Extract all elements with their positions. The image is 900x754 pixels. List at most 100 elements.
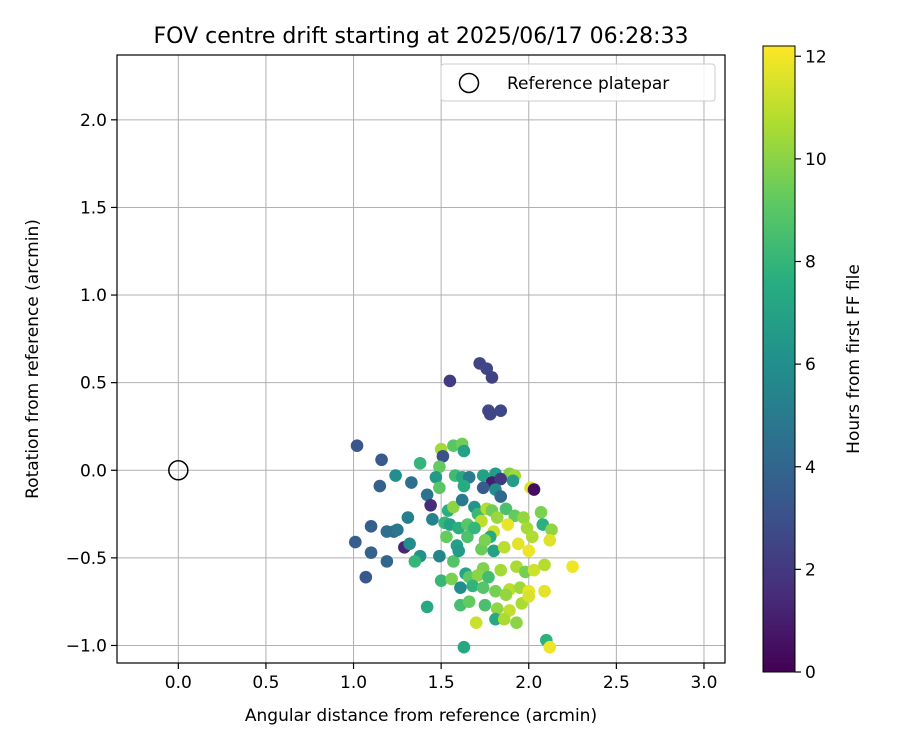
legend-reference-marker — [458, 72, 480, 94]
data-point — [476, 481, 490, 495]
data-point — [468, 521, 481, 535]
data-point — [511, 537, 525, 551]
data-point — [494, 490, 508, 503]
data-point — [489, 584, 502, 598]
data-point — [457, 479, 471, 493]
x-tick-label: 0.0 — [165, 673, 192, 693]
x-tick-label: 1.0 — [340, 673, 367, 693]
data-point — [482, 570, 495, 584]
data-point — [433, 549, 446, 563]
data-point — [420, 600, 434, 614]
y-tick-label: 2.0 — [80, 111, 107, 131]
y-tick-label: 0.0 — [80, 461, 107, 481]
data-point — [517, 511, 530, 524]
data-point — [426, 513, 439, 526]
y-tick-label: 0.5 — [80, 374, 107, 394]
colorbar-ticks: 0 2 4 6 8 10 12 — [795, 47, 827, 683]
data-point — [538, 558, 551, 572]
data-point — [471, 569, 485, 582]
colorbar-tick-label: 0 — [805, 663, 816, 683]
data-point — [403, 537, 416, 551]
data-point — [494, 472, 508, 486]
data-point — [454, 581, 467, 594]
data-point — [380, 525, 394, 538]
y-ticks: −1.0 −0.5 0.0 0.5 1.0 1.5 2.0 — [66, 111, 117, 656]
x-ticks: 0.0 0.5 1.0 1.5 2.0 2.5 3.0 — [165, 663, 717, 693]
data-point — [478, 534, 492, 547]
data-point — [364, 520, 378, 533]
data-point — [457, 444, 471, 458]
y-tick-label: −0.5 — [66, 549, 107, 569]
data-point — [494, 404, 508, 417]
x-tick-label: 2.0 — [515, 673, 542, 693]
colorbar: 0 2 4 6 8 10 12 Hours from first FF file — [762, 45, 864, 683]
data-point — [375, 453, 388, 467]
data-point — [405, 476, 418, 489]
colorbar-label: Hours from first FF file — [844, 264, 864, 454]
data-point — [499, 502, 513, 516]
data-point — [506, 474, 520, 488]
data-point — [391, 523, 404, 537]
data-point — [538, 584, 551, 598]
data-point — [413, 456, 427, 470]
data-point — [476, 581, 490, 594]
data-point — [452, 544, 465, 558]
x-axis-label: Angular distance from reference (arcmin) — [245, 706, 597, 726]
legend-entry-reference-platepar: Reference platepar — [507, 74, 669, 94]
data-point — [455, 493, 469, 507]
data-point — [420, 488, 434, 502]
data-point — [487, 544, 501, 558]
data-point — [445, 572, 458, 586]
data-point — [424, 499, 437, 512]
data-point — [522, 590, 536, 603]
data-point — [510, 616, 523, 630]
data-point — [364, 546, 378, 559]
y-tick-label: −1.0 — [66, 636, 107, 656]
data-point — [566, 560, 579, 573]
data-point — [543, 534, 557, 547]
data-point — [483, 407, 497, 421]
data-point — [440, 530, 453, 544]
x-tick-label: 0.5 — [252, 673, 279, 693]
colorbar-gradient — [762, 45, 796, 673]
colorbar-tick-label: 8 — [805, 253, 816, 273]
colorbar-tick-label: 2 — [805, 560, 816, 580]
data-point — [380, 555, 394, 568]
data-point — [489, 612, 502, 626]
data-point — [389, 469, 402, 482]
y-axis-label: Rotation from reference (arcmin) — [23, 219, 43, 499]
data-point — [501, 518, 515, 531]
data-point — [443, 374, 457, 388]
grid-lines — [117, 55, 725, 663]
data-point — [476, 469, 490, 482]
y-tick-label: 1.0 — [80, 286, 107, 306]
data-point — [499, 588, 513, 601]
data-point — [494, 563, 508, 577]
data-point — [527, 483, 541, 496]
plot-frame — [116, 54, 726, 664]
data-point — [433, 460, 446, 474]
legend: Reference platepar — [440, 63, 716, 102]
data-point — [447, 555, 460, 568]
data-point — [469, 616, 483, 630]
colorbar-tick-label: 6 — [805, 355, 816, 375]
data-point — [433, 481, 446, 495]
data-point — [490, 511, 504, 524]
data-point — [348, 535, 362, 549]
data-point — [478, 598, 492, 612]
x-tick-label: 2.5 — [603, 673, 630, 693]
data-point — [543, 640, 557, 654]
data-point — [466, 579, 479, 593]
reference-platepar-marker — [168, 460, 189, 481]
legend-box — [440, 63, 716, 102]
x-tick-label: 3.0 — [690, 673, 717, 693]
data-point — [485, 371, 499, 384]
data-point — [447, 500, 460, 514]
data-point — [436, 449, 450, 463]
data-point — [527, 563, 541, 577]
colorbar-tick-label: 12 — [805, 47, 827, 67]
chart-title: FOV centre drift starting at 2025/06/17 … — [154, 24, 689, 49]
colorbar-tick-label: 4 — [805, 458, 816, 478]
data-point — [497, 612, 511, 626]
